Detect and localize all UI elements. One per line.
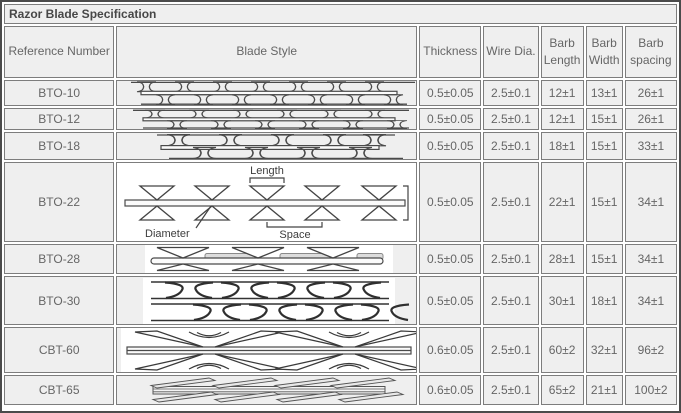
barb-length-cell: 22±1 bbox=[540, 162, 584, 242]
thickness-cell: 0.6±0.05 bbox=[419, 327, 482, 373]
diagram-label-diameter: Diameter bbox=[145, 228, 190, 240]
barb-length-cell: 18±1 bbox=[540, 132, 584, 160]
barb-spacing-cell: 34±1 bbox=[624, 244, 677, 274]
header-row: Reference Number Blade Style Thickness W… bbox=[4, 26, 677, 78]
blade-drawing-bto-30 bbox=[143, 277, 410, 324]
blade-style-cell bbox=[116, 132, 418, 160]
table-row: BTO-18 0.5±0.05 2.5±0.1 18±1 15±1 33±1 bbox=[4, 132, 677, 160]
thickness-cell: 0.5±0.05 bbox=[419, 276, 482, 325]
table-row: BTO-22 Length Width Diameter Space 0.5±0… bbox=[4, 162, 677, 242]
width-bracket bbox=[403, 185, 409, 221]
blade-style-cell bbox=[116, 80, 418, 106]
blade-drawing-bto-18 bbox=[157, 133, 404, 159]
length-bracket bbox=[249, 177, 285, 183]
wire-dia-cell: 2.5±0.1 bbox=[483, 108, 539, 130]
barb-spacing-cell: 33±1 bbox=[624, 132, 677, 160]
blade-style-cell bbox=[116, 375, 418, 405]
thickness-cell: 0.6±0.05 bbox=[419, 375, 482, 405]
blade-drawing-bto-12 bbox=[133, 109, 410, 129]
wire-dia-cell: 2.5±0.1 bbox=[483, 132, 539, 160]
wire-dia-cell: 2.5±0.1 bbox=[483, 375, 539, 405]
table-row: CBT-65 0.6±0.05 2.5±0.1 65±2 21±1 100±2 bbox=[4, 375, 677, 405]
blade-drawing-bto-10 bbox=[131, 81, 416, 105]
reference-number-cell: BTO-30 bbox=[4, 276, 115, 325]
table-row: BTO-30 0.5±0.05 2.5±0.1 30±1 18±1 34±1 bbox=[4, 276, 677, 325]
column-header-thickness: Thickness bbox=[419, 26, 482, 78]
reference-number-cell: CBT-65 bbox=[4, 375, 115, 405]
page-title: Razor Blade Specification bbox=[4, 4, 677, 24]
barb-spacing-cell: 26±1 bbox=[624, 80, 677, 106]
barb-width-cell: 21±1 bbox=[585, 375, 623, 405]
table-row: BTO-28 0.5±0.05 2.5±0.1 28±1 15±1 34±1 bbox=[4, 244, 677, 274]
barb-width-cell: 18±1 bbox=[585, 276, 623, 325]
barb-length-cell: 12±1 bbox=[540, 108, 584, 130]
barb-length-cell: 30±1 bbox=[540, 276, 584, 325]
barb-spacing-cell: 34±1 bbox=[624, 162, 677, 242]
barb-width-cell: 32±1 bbox=[585, 327, 623, 373]
column-header-wire-dia: Wire Dia. bbox=[483, 26, 539, 78]
title-row: Razor Blade Specification bbox=[4, 4, 677, 24]
wire-dia-cell: 2.5±0.1 bbox=[483, 327, 539, 373]
space-bracket bbox=[266, 222, 323, 228]
reference-number-cell: CBT-60 bbox=[4, 327, 115, 373]
barb-length-cell: 12±1 bbox=[540, 80, 584, 106]
barb-width-cell: 13±1 bbox=[585, 80, 623, 106]
blade-dimension-diagram-bto-22: Length Width Diameter Space bbox=[124, 165, 417, 240]
barb-width-cell: 15±1 bbox=[585, 162, 623, 242]
table-row: CBT-60 0.6±0.05 2.5±0.1 60±2 32±1 96±2 bbox=[4, 327, 677, 373]
thickness-cell: 0.5±0.05 bbox=[419, 80, 482, 106]
blade-drawing-bto-28 bbox=[145, 245, 394, 273]
column-header-barb-width: Barb Width bbox=[585, 26, 623, 78]
blade-style-cell bbox=[116, 244, 418, 274]
column-header-blade-style: Blade Style bbox=[116, 26, 418, 78]
wire-dia-cell: 2.5±0.1 bbox=[483, 276, 539, 325]
reference-number-cell: BTO-10 bbox=[4, 80, 115, 106]
barb-spacing-cell: 96±2 bbox=[624, 327, 677, 373]
table-row: BTO-10 0.5±0.05 2.5±0.1 12±1 13±1 26±1 bbox=[4, 80, 677, 106]
barb-spacing-cell: 34±1 bbox=[624, 276, 677, 325]
diagram-label-length: Length bbox=[250, 165, 284, 177]
blade-style-cell bbox=[116, 276, 418, 325]
reference-number-cell: BTO-18 bbox=[4, 132, 115, 160]
barb-width-cell: 15±1 bbox=[585, 244, 623, 274]
table-row: BTO-12 0.5±0.05 2.5±0.1 12±1 15±1 26±1 bbox=[4, 108, 677, 130]
barb-width-cell: 15±1 bbox=[585, 132, 623, 160]
column-header-barb-length: Barb Length bbox=[540, 26, 584, 78]
reference-number-cell: BTO-28 bbox=[4, 244, 115, 274]
diagram-label-width: Width bbox=[413, 189, 417, 217]
blade-style-cell: Length Width Diameter Space bbox=[116, 162, 418, 242]
blade-drawing-cbt-60 bbox=[121, 328, 417, 372]
razor-blade-spec-table: Razor Blade Specification Reference Numb… bbox=[2, 2, 679, 407]
barb-length-cell: 65±2 bbox=[540, 375, 584, 405]
column-header-barb-spacing: Barb spacing bbox=[624, 26, 677, 78]
thickness-cell: 0.5±0.05 bbox=[419, 132, 482, 160]
thickness-cell: 0.5±0.05 bbox=[419, 162, 482, 242]
barb-length-cell: 28±1 bbox=[540, 244, 584, 274]
blade-style-cell bbox=[116, 108, 418, 130]
blade-style-cell bbox=[116, 327, 418, 373]
barb-spacing-cell: 26±1 bbox=[624, 108, 677, 130]
thickness-cell: 0.5±0.05 bbox=[419, 244, 482, 274]
wire-dia-cell: 2.5±0.1 bbox=[483, 244, 539, 274]
wire-dia-cell: 2.5±0.1 bbox=[483, 80, 539, 106]
wire-dia-cell: 2.5±0.1 bbox=[483, 162, 539, 242]
reference-number-cell: BTO-12 bbox=[4, 108, 115, 130]
barb-width-cell: 15±1 bbox=[585, 108, 623, 130]
barb-length-cell: 60±2 bbox=[540, 327, 584, 373]
diameter-pointer-line bbox=[195, 205, 212, 229]
barb-spacing-cell: 100±2 bbox=[624, 375, 677, 405]
thickness-cell: 0.5±0.05 bbox=[419, 108, 482, 130]
blade-drawing-cbt-65 bbox=[149, 377, 406, 403]
column-header-reference-number: Reference Number bbox=[4, 26, 115, 78]
diagram-label-space: Space bbox=[280, 229, 311, 240]
reference-number-cell: BTO-22 bbox=[4, 162, 115, 242]
